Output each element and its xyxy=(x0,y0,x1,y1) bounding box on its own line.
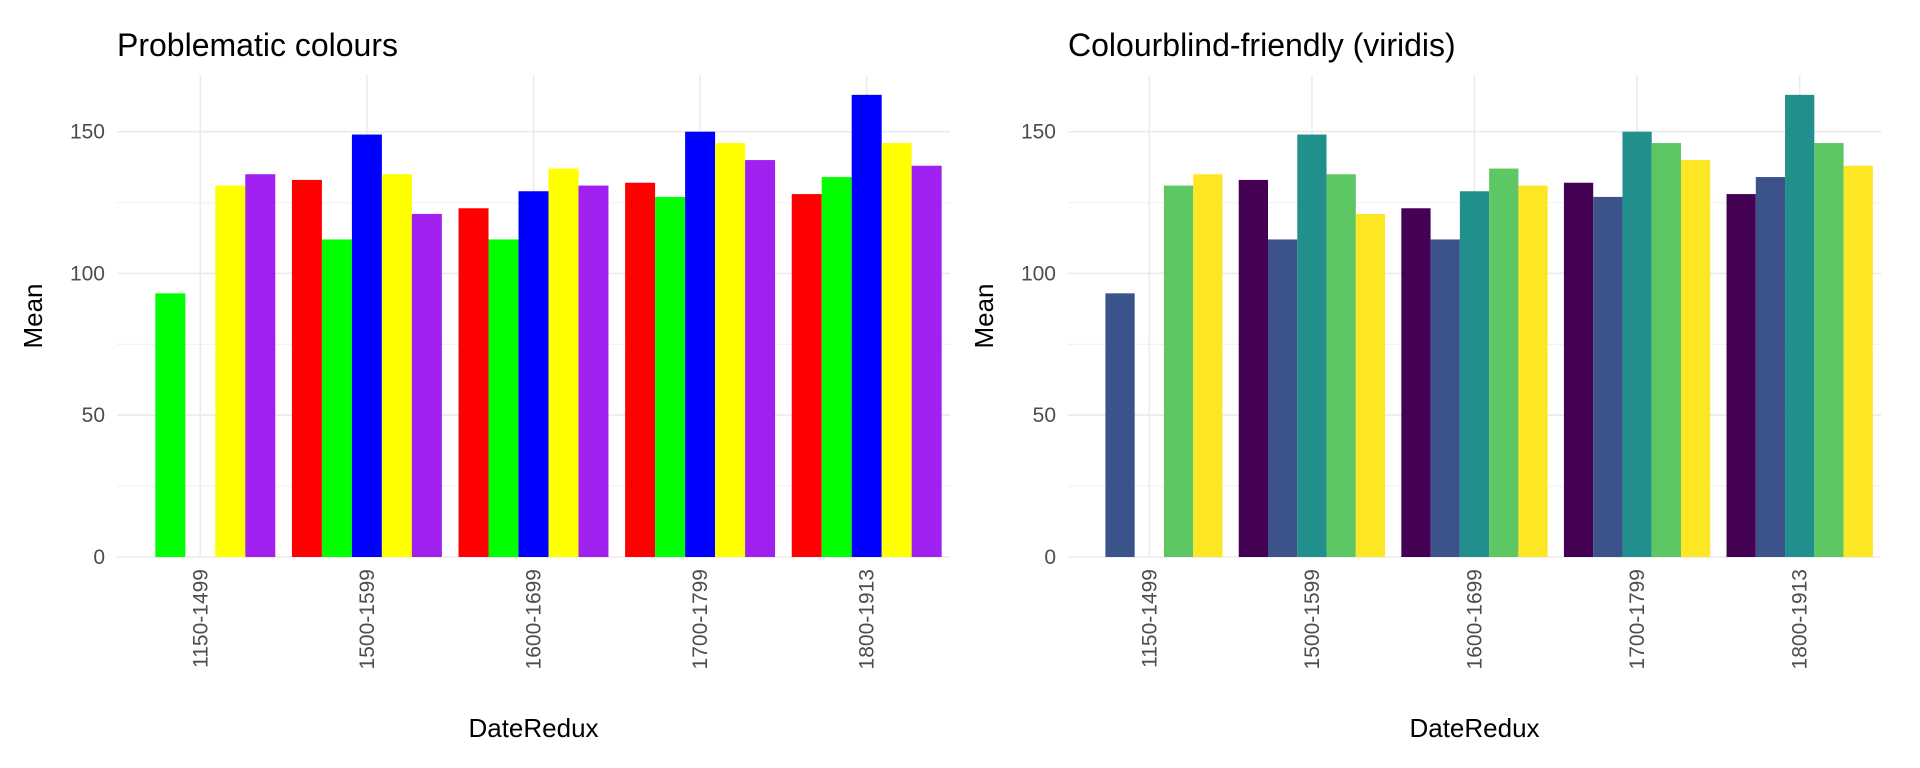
chart-title: Problematic colours xyxy=(117,27,398,63)
y-tick-label: 50 xyxy=(82,404,105,427)
y-tick-label: 100 xyxy=(1021,262,1056,285)
bar xyxy=(1193,174,1223,557)
y-tick-label: 50 xyxy=(1033,404,1056,427)
bar xyxy=(458,208,489,557)
chart-title: Colourblind-friendly (viridis) xyxy=(1068,27,1456,63)
bar xyxy=(1459,191,1490,557)
y-tick-label: 150 xyxy=(70,121,105,144)
bar xyxy=(1651,143,1682,557)
bar xyxy=(881,143,912,557)
bar xyxy=(1518,185,1548,557)
bar xyxy=(911,165,942,557)
x-tick-label: 1600-1699 xyxy=(523,569,546,669)
bar xyxy=(1430,239,1460,557)
y-tick-label: 100 xyxy=(70,262,105,285)
bar xyxy=(321,239,352,557)
x-tick-label: 1500-1599 xyxy=(1301,569,1324,669)
x-tick-label: 1500-1599 xyxy=(356,569,379,669)
bar xyxy=(381,174,412,557)
x-tick-label: 1700-1799 xyxy=(1626,569,1649,669)
bar xyxy=(791,194,822,558)
bar xyxy=(1622,131,1652,558)
bar xyxy=(745,160,776,557)
bar xyxy=(1105,293,1135,557)
bar xyxy=(215,185,246,557)
y-axis-title: Mean xyxy=(18,283,48,348)
bar xyxy=(715,143,746,557)
x-tick-label: 1150-1499 xyxy=(189,569,212,668)
bar xyxy=(1489,168,1519,558)
x-axis-title: DateRedux xyxy=(1409,713,1539,743)
bar xyxy=(625,182,656,557)
bar xyxy=(851,94,882,558)
bar xyxy=(1755,177,1786,557)
bar xyxy=(578,185,609,557)
y-axis-title: Mean xyxy=(969,283,999,348)
bar xyxy=(518,191,549,557)
bar xyxy=(1681,160,1711,557)
bar xyxy=(685,131,716,558)
bar xyxy=(488,239,519,557)
bar xyxy=(1726,194,1756,558)
bar xyxy=(821,177,852,557)
bar xyxy=(245,174,276,557)
bar xyxy=(351,134,382,557)
bar xyxy=(548,168,579,558)
bar xyxy=(1326,174,1356,557)
bar xyxy=(1785,94,1815,558)
bar xyxy=(1563,182,1594,557)
bar xyxy=(1401,208,1431,557)
chart-panel-2: 0 50 100 150 1150-1499 1500-1599 1600-1699 1700… xyxy=(969,27,1881,743)
bar xyxy=(1297,134,1327,557)
bar xyxy=(655,196,686,557)
x-tick-label: 1600-1699 xyxy=(1464,569,1487,669)
x-tick-label: 1800-1913 xyxy=(1789,569,1812,669)
bar xyxy=(1238,179,1268,557)
bar xyxy=(1267,239,1298,557)
y-tick-label: 150 xyxy=(1021,121,1056,144)
y-tick-label: 0 xyxy=(93,546,105,569)
y-tick-label: 0 xyxy=(1044,546,1056,569)
bar xyxy=(1814,143,1844,557)
bar xyxy=(1593,196,1623,557)
bar xyxy=(1355,213,1386,557)
bar xyxy=(411,213,442,557)
chart-panel-1: 0 50 100 150 1150-1499 1500-1599 1600-1699 1700… xyxy=(18,27,950,743)
x-tick-label: 1700-1799 xyxy=(689,569,712,669)
x-tick-label: 1150-1499 xyxy=(1138,569,1161,668)
x-tick-label: 1800-1913 xyxy=(856,569,879,669)
bar xyxy=(155,293,186,557)
bar xyxy=(291,179,322,557)
bar xyxy=(1843,165,1873,557)
x-axis-title: DateRedux xyxy=(468,713,598,743)
bar xyxy=(1163,185,1194,557)
